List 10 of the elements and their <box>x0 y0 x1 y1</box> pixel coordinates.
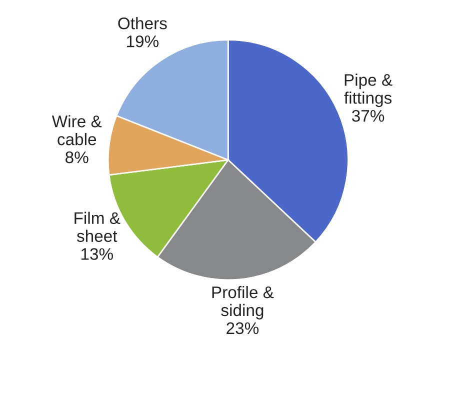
slice-label: Profile & siding <box>212 286 274 320</box>
data-label: 19% <box>127 35 159 48</box>
data-label: 13% <box>81 248 113 260</box>
slice-label: Pipe & fittings <box>344 74 392 108</box>
data-label: 8% <box>66 151 88 164</box>
slice-label: Film & sheet <box>74 212 120 242</box>
data-label: 37% <box>352 110 384 122</box>
data-label: 23% <box>226 322 259 334</box>
slice-label: Others <box>118 17 167 30</box>
slice-label: Wire & cable <box>52 115 102 146</box>
